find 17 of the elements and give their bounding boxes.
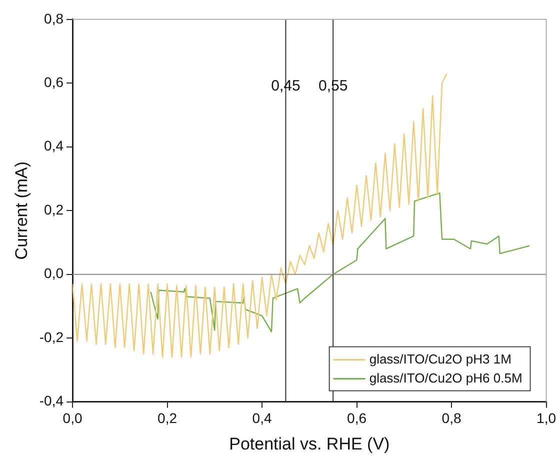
x-tick-label: 0,0 (62, 410, 82, 426)
y-tick-label: 0,0 (44, 265, 64, 282)
legend-label: glass/ITO/Cu2O pH3 1M (369, 351, 512, 366)
x-tick-label: 0,4 (252, 410, 272, 426)
y-tick-label: 0,4 (44, 138, 64, 154)
x-tick-label: 1,0 (536, 410, 556, 426)
y-tick-label: 0,8 (44, 10, 64, 26)
x-axis-title: Potential vs. RHE (V) (229, 434, 390, 454)
x-tick-label: 0,2 (158, 410, 178, 426)
x-tick-label: 0,8 (442, 410, 462, 426)
legend-label: glass/ITO/Cu2O pH6 0.5M (369, 370, 522, 386)
x-tick-label: 0,6 (347, 410, 367, 426)
y-tick-label: -0,2 (39, 328, 64, 345)
y-axis-title: Current (mA) (12, 161, 31, 260)
y-tick-label: 0,2 (44, 201, 64, 218)
y-tick-label: 0,6 (44, 74, 64, 90)
y-tick-label: -0,4 (39, 392, 64, 409)
